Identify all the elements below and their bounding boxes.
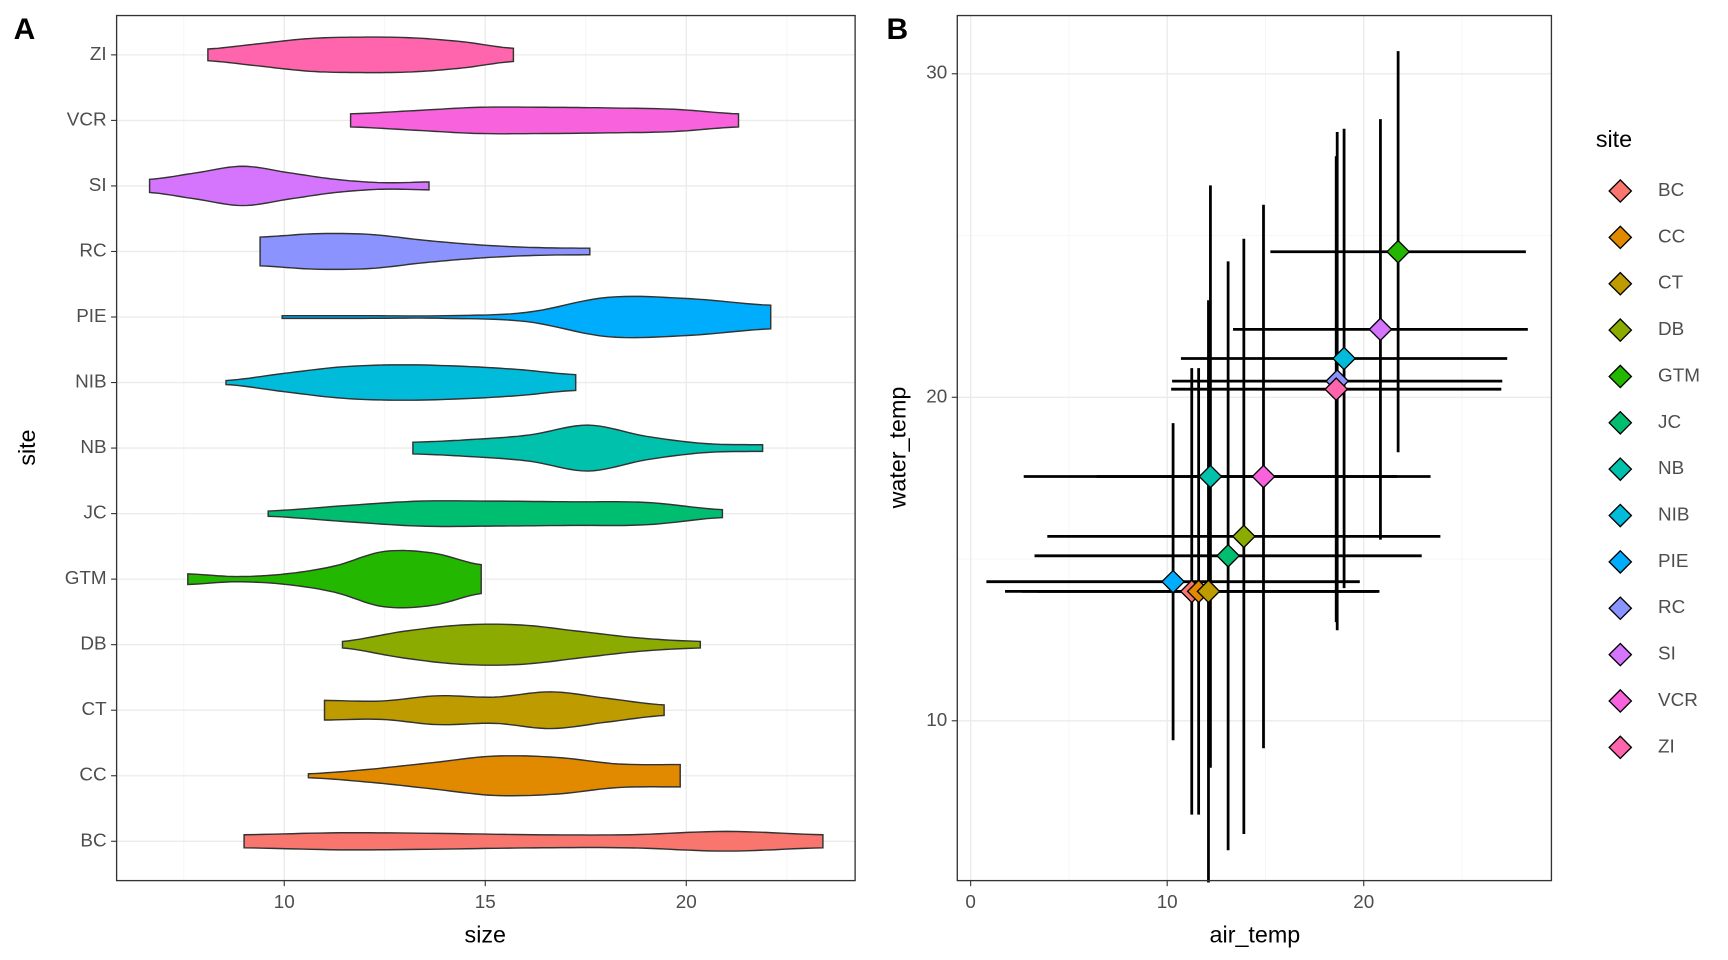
y-tick-label: NIB [75, 371, 106, 392]
violin [259, 232, 591, 271]
y-tick-label: DB [80, 633, 106, 654]
y-tick-label: ZI [90, 43, 107, 64]
legend-label: SI [1658, 643, 1676, 664]
violin [341, 623, 702, 666]
legend-swatch [1608, 410, 1633, 435]
panel-label: A [14, 13, 36, 46]
legend-label: RC [1658, 596, 1685, 617]
panel-label: B [886, 13, 908, 46]
violin [412, 424, 764, 472]
legend-swatch [1608, 271, 1633, 296]
x-tick-label: 10 [274, 891, 295, 912]
legend-label: NB [1658, 457, 1684, 478]
y-tick-label: BC [80, 829, 106, 850]
legend-label: BC [1658, 179, 1684, 200]
legend-swatch [1608, 178, 1633, 204]
legend-label: JC [1658, 411, 1681, 432]
point [1198, 464, 1223, 489]
legend-title: site [1596, 126, 1632, 152]
x-axis-title: air_temp [1210, 921, 1301, 947]
y-tick-label: 10 [926, 709, 947, 730]
violin [187, 549, 482, 609]
y-axis-title: water_temp [885, 387, 911, 510]
point [1231, 524, 1256, 549]
legend-label: GTM [1658, 364, 1700, 385]
legend-label: CT [1658, 272, 1684, 293]
x-axis-title: size [465, 921, 506, 947]
violin [281, 295, 772, 339]
point [1161, 569, 1186, 594]
legend-label: NIB [1658, 504, 1689, 525]
point [1386, 239, 1411, 264]
y-tick-label: 20 [926, 385, 947, 406]
violin [267, 500, 724, 528]
point [1196, 579, 1221, 604]
point [1251, 464, 1276, 489]
legend-swatch [1608, 457, 1633, 482]
panel-border [115, 14, 856, 882]
legend-swatch [1608, 596, 1633, 621]
point [1332, 346, 1357, 371]
y-tick-label: CC [79, 764, 106, 785]
violin [225, 364, 577, 401]
point [1216, 543, 1241, 568]
legend-swatch [1608, 364, 1633, 389]
x-tick-label: 0 [965, 891, 976, 912]
legend-swatch [1608, 549, 1633, 574]
x-tick-label: 20 [676, 891, 697, 912]
legend-swatch [1608, 642, 1633, 667]
y-tick-label: VCR [67, 108, 107, 129]
legend-label: VCR [1658, 689, 1698, 710]
point [1324, 377, 1349, 402]
y-axis-title: site [14, 429, 40, 465]
y-tick-label: PIE [76, 305, 106, 326]
violin [349, 106, 740, 135]
y-tick-label: 30 [926, 62, 947, 83]
violin [148, 165, 430, 207]
legend-label: CC [1658, 225, 1685, 246]
violin [323, 691, 665, 730]
y-tick-label: CT [81, 698, 107, 719]
panel-border [956, 14, 1553, 882]
legend-label: PIE [1658, 550, 1688, 571]
legend-swatch [1608, 225, 1633, 250]
y-tick-label: RC [79, 239, 106, 260]
x-tick-label: 20 [1353, 891, 1374, 912]
legend-label: ZI [1658, 735, 1675, 756]
x-tick-label: 10 [1157, 891, 1178, 912]
legend-swatch [1608, 318, 1633, 343]
y-tick-label: GTM [65, 567, 107, 588]
y-tick-label: SI [89, 174, 107, 195]
y-tick-label: JC [84, 502, 107, 523]
y-tick-label: NB [80, 436, 106, 457]
violin [307, 755, 681, 797]
point [1368, 317, 1393, 342]
x-tick-label: 15 [475, 891, 496, 912]
legend-label: DB [1658, 318, 1684, 339]
legend-swatch [1608, 688, 1633, 714]
violin [207, 36, 515, 74]
violin [243, 830, 824, 852]
legend-swatch [1608, 735, 1633, 760]
legend-swatch [1608, 503, 1633, 528]
